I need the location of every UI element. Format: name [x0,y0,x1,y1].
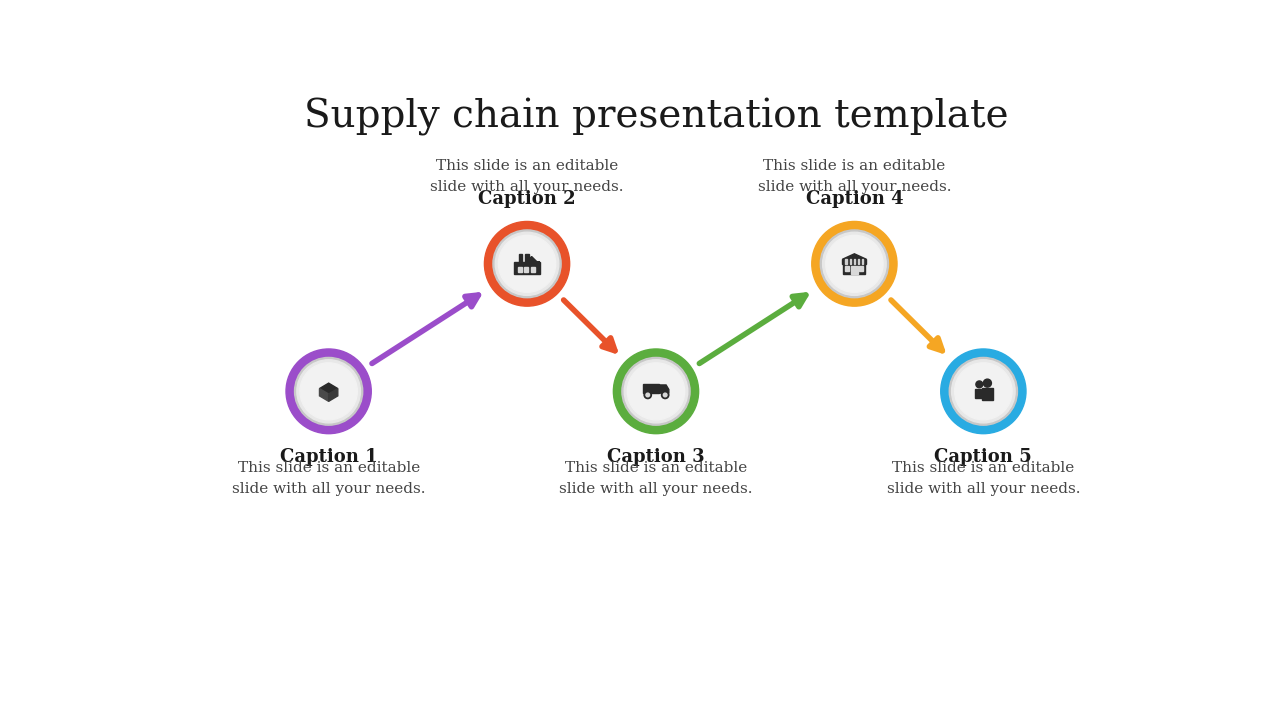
Polygon shape [320,383,338,394]
Polygon shape [842,259,867,264]
Text: Caption 3: Caption 3 [607,448,705,466]
Polygon shape [842,253,867,259]
Circle shape [622,357,690,426]
Text: Supply chain presentation template: Supply chain presentation template [303,98,1009,136]
Polygon shape [854,259,855,264]
Polygon shape [518,266,522,272]
Circle shape [627,363,685,420]
Text: Caption 5: Caption 5 [934,448,1032,466]
Polygon shape [850,259,851,264]
Polygon shape [531,266,535,272]
Text: This slide is an editable
slide with all your needs.: This slide is an editable slide with all… [887,462,1080,496]
Circle shape [823,233,886,295]
Circle shape [663,393,667,397]
Circle shape [493,230,561,297]
Polygon shape [515,262,540,274]
Polygon shape [320,389,329,401]
Circle shape [495,233,559,295]
Text: This slide is an editable
slide with all your needs.: This slide is an editable slide with all… [559,462,753,496]
Polygon shape [982,388,992,400]
Circle shape [297,360,361,423]
Text: This slide is an editable
slide with all your needs.: This slide is an editable slide with all… [232,462,425,496]
Polygon shape [859,266,863,271]
Polygon shape [845,266,849,271]
Polygon shape [844,264,865,274]
Polygon shape [525,266,529,272]
Circle shape [826,235,883,292]
Circle shape [484,222,570,306]
Circle shape [941,349,1027,433]
Polygon shape [526,256,540,262]
Circle shape [975,381,983,388]
Circle shape [951,360,1015,423]
Text: Caption 2: Caption 2 [479,189,576,207]
Circle shape [812,222,897,306]
Polygon shape [329,389,338,401]
Polygon shape [659,385,669,393]
Text: Caption 4: Caption 4 [805,189,904,207]
Circle shape [820,230,888,297]
Circle shape [950,357,1018,426]
Polygon shape [518,253,522,262]
Circle shape [498,235,556,292]
Text: This slide is an editable
slide with all your needs.: This slide is an editable slide with all… [430,159,623,194]
Circle shape [285,349,371,433]
Polygon shape [845,259,847,264]
Polygon shape [525,253,529,262]
Circle shape [644,391,652,399]
Polygon shape [861,259,864,264]
Circle shape [983,379,992,387]
Circle shape [613,349,699,433]
Circle shape [625,360,687,423]
Circle shape [955,363,1012,420]
Circle shape [662,391,669,399]
Circle shape [646,393,649,397]
Circle shape [294,357,362,426]
Polygon shape [851,266,858,274]
Polygon shape [975,389,984,398]
Polygon shape [643,384,659,393]
Text: This slide is an editable
slide with all your needs.: This slide is an editable slide with all… [758,159,951,194]
Text: Caption 1: Caption 1 [280,448,378,466]
Circle shape [300,363,357,420]
Polygon shape [858,259,859,264]
